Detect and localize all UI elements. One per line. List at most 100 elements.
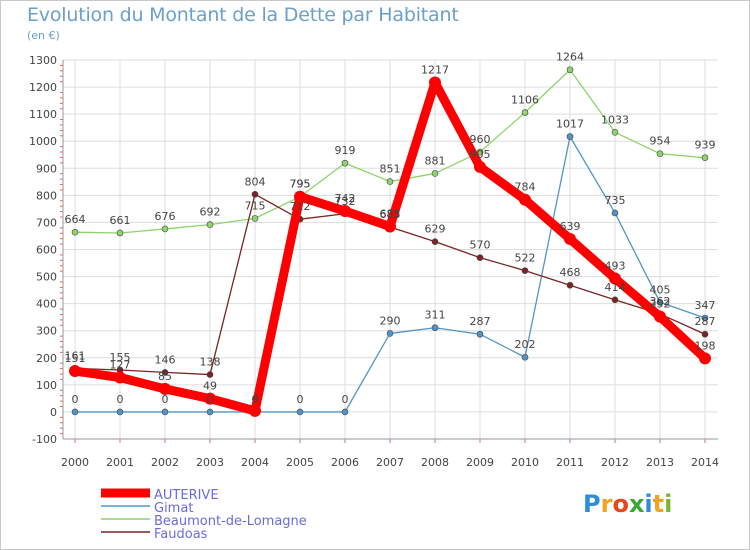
data-label: 405: [650, 283, 671, 296]
data-label: 352: [650, 298, 671, 311]
data-point: [161, 225, 169, 233]
data-label: 198: [695, 339, 716, 352]
data-label: 468: [560, 266, 581, 279]
data-point: [656, 298, 664, 306]
y-tick-label: 900: [36, 162, 57, 175]
legend-label: AUTERIVE: [154, 488, 219, 503]
logo-letter: P: [583, 490, 601, 518]
data-point: [564, 232, 576, 245]
data-label: 287: [470, 315, 491, 328]
data-point: [114, 371, 126, 384]
data-point: [341, 408, 349, 416]
data-point: [206, 408, 214, 416]
data-label: 362: [650, 295, 671, 308]
x-tick-label: 2009: [466, 456, 494, 469]
data-point: [476, 330, 484, 338]
data-label: 0: [207, 393, 214, 406]
data-label: 202: [515, 338, 536, 351]
y-tick-label: 200: [36, 352, 57, 365]
data-point: [566, 281, 574, 289]
data-label: 676: [155, 210, 176, 223]
logo-letter: i: [664, 490, 673, 518]
data-point: [206, 221, 214, 228]
data-label: 629: [425, 223, 446, 236]
data-label: 0: [162, 393, 169, 406]
data-label: 0: [252, 393, 259, 406]
data-point: [159, 382, 171, 395]
data-label: 155: [110, 351, 131, 364]
data-label: 905: [470, 148, 491, 161]
y-tick-label: 800: [36, 189, 57, 202]
data-label: 0: [342, 393, 349, 406]
data-label: 960: [470, 133, 491, 146]
data-point: [339, 205, 351, 218]
data-point: [161, 369, 169, 376]
x-tick-label: 2011: [556, 456, 584, 469]
data-point: [386, 330, 394, 337]
logo-letter: r: [600, 490, 613, 518]
data-point: [206, 371, 214, 378]
data-point: [251, 190, 259, 198]
x-tick-label: 2014: [691, 456, 719, 469]
data-label: 639: [560, 220, 581, 233]
data-point: [609, 272, 621, 285]
data-label: 715: [245, 199, 266, 212]
data-point: [384, 220, 396, 233]
data-label: 4: [252, 392, 259, 405]
data-point: [611, 296, 619, 304]
data-point: [474, 160, 486, 173]
data-point: [69, 365, 81, 378]
data-label: 795: [290, 178, 311, 191]
x-tick-label: 2004: [241, 456, 269, 469]
y-tick-label: 0: [50, 406, 57, 419]
data-label: 161: [65, 349, 86, 362]
logo-letter: x: [628, 490, 645, 518]
data-label: 784: [515, 181, 536, 194]
data-label: 85: [158, 370, 172, 383]
data-point: [519, 193, 531, 206]
data-point: [431, 238, 439, 245]
data-label: 735: [605, 194, 626, 207]
logo-letter: o: [612, 490, 629, 518]
data-label: 742: [335, 192, 356, 205]
x-tick-label: 2010: [511, 456, 539, 469]
data-label: 692: [200, 206, 221, 219]
data-label: 311: [425, 309, 446, 322]
x-tick-label: 2008: [421, 456, 449, 469]
data-label: 127: [110, 359, 131, 372]
proxiti-logo: Proxiti: [583, 490, 672, 518]
data-label: 151: [65, 352, 86, 365]
data-point: [296, 408, 304, 416]
y-tick-label: 300: [36, 325, 57, 338]
data-point: [476, 254, 484, 261]
logo-letter: t: [652, 490, 665, 518]
data-point: [116, 229, 124, 237]
data-label: 1017: [556, 118, 584, 131]
data-point: [161, 408, 169, 416]
data-label: 570: [470, 239, 491, 252]
legend-label: Beaumont-de-Lomagne: [154, 514, 307, 529]
data-label: 146: [155, 353, 176, 366]
data-label: 522: [515, 252, 536, 265]
y-tick-label: -100: [32, 433, 57, 446]
data-point: [429, 76, 441, 89]
data-label: 712: [290, 200, 311, 213]
data-point: [71, 408, 79, 416]
data-point: [521, 267, 529, 274]
x-tick-label: 2003: [196, 456, 224, 469]
x-tick-label: 2005: [286, 456, 314, 469]
y-tick-label: 500: [36, 271, 57, 284]
data-point: [699, 352, 711, 365]
chart-title: Evolution du Montant de la Dette par Hab…: [27, 4, 459, 26]
data-point: [701, 154, 709, 162]
data-point: [251, 215, 259, 222]
legend-label: Faudoas: [154, 527, 208, 542]
data-point: [341, 159, 349, 167]
x-tick-label: 2002: [151, 456, 179, 469]
data-point: [71, 228, 79, 236]
data-point: [566, 133, 574, 140]
data-point: [701, 314, 709, 322]
data-point: [656, 150, 664, 157]
data-point: [701, 330, 709, 338]
data-label: 732: [335, 195, 356, 208]
